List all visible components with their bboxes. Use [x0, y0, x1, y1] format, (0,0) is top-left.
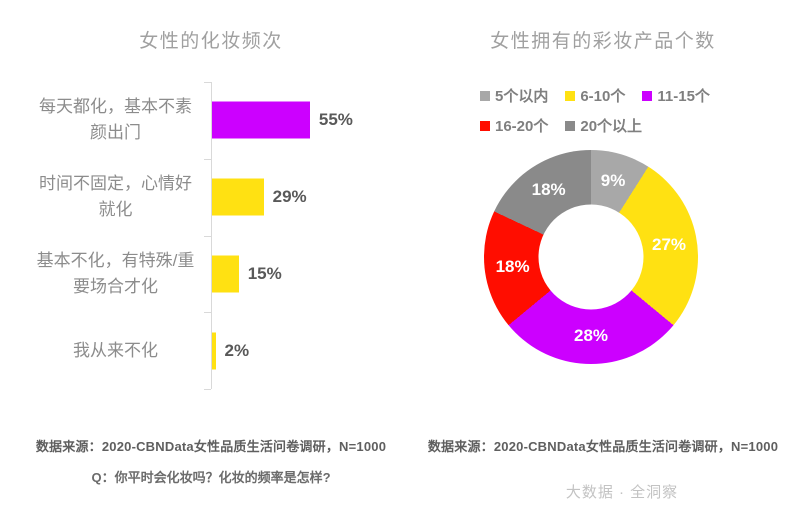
bar [212, 332, 216, 370]
legend-item: 6-10个 [565, 85, 625, 106]
bar [212, 255, 239, 293]
bar-category-label: 每天都化，基本不素颜出门 [39, 97, 192, 143]
bar-row: 我从来不化 2% [0, 312, 402, 389]
left-chart-title: 女性的化妆频次 [139, 31, 283, 52]
right-source-text: 数据来源：2020-CBNData女性品质生活问卷调研，N=1000 [427, 439, 779, 454]
watermark-text: 大数据 · 全洞察 [565, 484, 679, 501]
left-source-text: 数据来源：2020-CBNData女性品质生活问卷调研，N=1000 [35, 439, 387, 454]
legend-swatch-icon [480, 120, 490, 131]
bar-axis [211, 82, 212, 389]
axis-tick [204, 312, 211, 313]
legend-swatch-icon [480, 90, 490, 101]
bar-category-label: 时间不固定，心情好就化 [39, 174, 192, 220]
bar-row: 基本不化，有特殊/重要场合才化 15% [0, 236, 402, 313]
bar [212, 178, 264, 216]
legend-label: 16-20个 [495, 118, 549, 135]
bar-value-label: 2% [224, 340, 250, 360]
donut-legend: 5个以内 6-10个 11-15个 16-20个 20个以上 [480, 85, 790, 145]
legend-item: 5个以内 [480, 85, 548, 106]
bar-row: 时间不固定，心情好就化 29% [0, 159, 402, 236]
axis-tick [204, 82, 211, 83]
legend-row: 5个以内 6-10个 11-15个 [480, 85, 790, 106]
legend-row: 16-20个 20个以上 [480, 115, 790, 136]
question-text: Q：你平时会化妆吗？化妆的频率是怎样? [91, 470, 331, 485]
legend-label: 6-10个 [580, 88, 626, 105]
bar-category-label: 基本不化，有特殊/重要场合才化 [36, 250, 195, 296]
donut-slice-label: 18% [495, 256, 530, 276]
bar-value-label: 15% [247, 263, 282, 283]
legend-label: 20个以上 [580, 118, 643, 135]
donut-hole [538, 204, 644, 310]
donut-slice-label: 28% [573, 326, 609, 345]
legend-label: 5个以内 [495, 88, 549, 105]
bar-chart: 每天都化，基本不素颜出门 55% 时间不固定，心情好就化 29% 基本不化，有特殊/重要… [0, 82, 402, 390]
legend-swatch-icon [565, 90, 576, 101]
legend-swatch-icon [565, 120, 576, 131]
right-chart-title: 女性拥有的彩妆产品个数 [490, 31, 716, 52]
bar-category-label: 我从来不化 [73, 340, 158, 360]
donut-slice-label: 27% [652, 234, 687, 254]
bar-value-label: 29% [272, 187, 307, 207]
bar-value-label: 55% [318, 110, 353, 130]
bar [212, 101, 310, 139]
legend-label: 11-15个 [657, 88, 710, 105]
legend-swatch-icon [642, 90, 653, 101]
legend-item: 20个以上 [565, 115, 642, 136]
donut-slice-label: 9% [600, 171, 626, 191]
axis-tick [204, 236, 211, 237]
axis-tick [204, 159, 211, 160]
legend-item: 11-15个 [642, 85, 710, 106]
donut-chart: 9% 27% 28% 18% 18% [484, 150, 698, 364]
axis-tick [204, 389, 211, 390]
donut-slice-label: 18% [531, 180, 566, 200]
legend-item: 16-20个 [480, 115, 548, 136]
bar-row: 每天都化，基本不素颜出门 55% [0, 82, 402, 159]
